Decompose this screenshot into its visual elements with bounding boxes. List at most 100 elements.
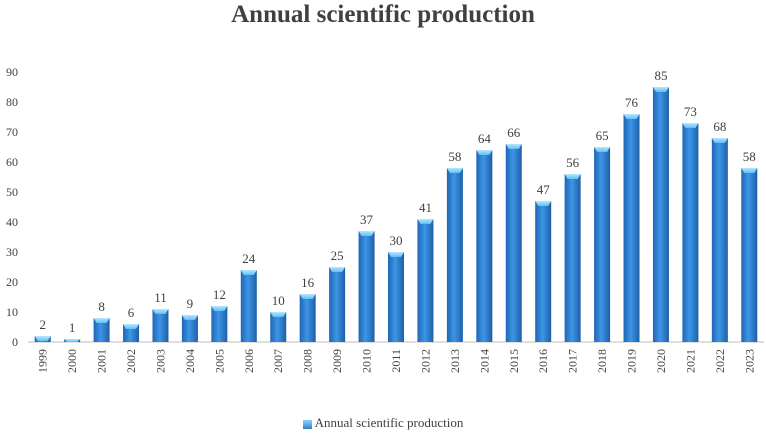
chart-title: Annual scientific production — [231, 1, 535, 28]
data-label: 8 — [98, 299, 105, 314]
data-label: 65 — [596, 128, 609, 143]
x-tick-label: 2011 — [389, 349, 403, 373]
x-tick-label: 1999 — [36, 349, 50, 373]
x-tick-label: 2023 — [742, 349, 756, 373]
data-label: 85 — [654, 68, 667, 83]
data-label: 37 — [360, 212, 374, 227]
y-tick-label: 80 — [6, 95, 18, 109]
bar — [417, 219, 434, 342]
y-tick-label: 10 — [6, 305, 18, 319]
y-tick-label: 60 — [6, 155, 18, 169]
bar — [93, 318, 110, 342]
bar-bevel — [152, 309, 169, 314]
bar-bevel — [123, 324, 140, 329]
x-tick-label: 2017 — [566, 349, 580, 373]
bar-bevel — [417, 219, 434, 224]
data-label: 11 — [154, 290, 167, 305]
bar-bevel — [564, 174, 581, 179]
bar — [652, 87, 669, 342]
data-label: 1 — [69, 320, 76, 335]
legend-swatch — [302, 419, 312, 429]
data-label: 30 — [390, 233, 403, 248]
bar — [741, 168, 758, 342]
bar — [594, 147, 611, 342]
data-label: 10 — [272, 293, 285, 308]
x-tick-label: 2005 — [212, 349, 226, 373]
bar-bevel — [388, 252, 404, 257]
bar-bevel — [299, 294, 316, 299]
bar-bevel — [34, 336, 51, 341]
data-label: 24 — [242, 251, 256, 266]
bar — [240, 270, 257, 342]
bar — [505, 144, 522, 342]
x-tick-label: 2009 — [330, 349, 344, 373]
x-tick-label: 2015 — [507, 349, 521, 373]
data-label: 9 — [187, 296, 194, 311]
x-tick-label: 2012 — [418, 349, 432, 373]
x-tick-label: 2006 — [242, 349, 256, 373]
bar-bevel — [476, 150, 493, 155]
bar — [623, 114, 640, 342]
bar-bevel — [711, 138, 728, 143]
data-label: 6 — [128, 305, 135, 320]
y-tick-label: 30 — [6, 245, 18, 259]
bar — [535, 201, 552, 342]
bar — [270, 312, 287, 342]
bar — [564, 174, 581, 342]
x-tick-label: 2022 — [713, 349, 727, 373]
data-label: 76 — [625, 95, 639, 110]
bar-bevel — [446, 168, 463, 173]
bar-bevel — [535, 201, 552, 206]
bar — [152, 309, 169, 342]
data-label: 41 — [419, 200, 432, 215]
data-label: 16 — [301, 275, 315, 290]
x-tick-label: 2013 — [448, 349, 462, 373]
bar-bevel — [270, 312, 287, 317]
x-tick-label: 2000 — [65, 349, 79, 373]
x-tick-label: 2008 — [301, 349, 315, 373]
y-tick-label: 20 — [6, 275, 18, 289]
legend: Annual scientific production — [0, 415, 766, 431]
legend-label: Annual scientific production — [314, 415, 464, 430]
bar-bevel — [181, 315, 198, 320]
bar-bevel — [741, 168, 758, 173]
y-tick-label: 90 — [6, 65, 18, 79]
data-label: 64 — [478, 131, 492, 146]
x-tick-label: 2021 — [683, 349, 697, 373]
bar — [329, 267, 346, 342]
x-tick-label: 2001 — [95, 349, 109, 373]
bar-bevel — [64, 339, 81, 342]
x-tick-label: 2016 — [536, 349, 550, 373]
y-tick-label: 40 — [6, 215, 18, 229]
bar — [476, 150, 493, 342]
data-label: 25 — [331, 248, 344, 263]
data-label: 73 — [684, 104, 697, 119]
bar-bevel — [358, 231, 375, 236]
bar — [211, 306, 228, 342]
bar — [358, 231, 375, 342]
bar — [388, 252, 404, 342]
bar-bevel — [329, 267, 346, 272]
bar — [711, 138, 728, 342]
y-tick-label: 50 — [6, 185, 18, 199]
x-tick-label: 2019 — [625, 349, 639, 373]
bar-bevel — [93, 318, 110, 323]
bar-bevel — [594, 147, 611, 152]
data-label: 47 — [537, 182, 551, 197]
x-tick-label: 2018 — [595, 349, 609, 373]
bar — [181, 315, 198, 342]
bar-bevel — [652, 87, 669, 92]
bar — [446, 168, 463, 342]
data-label: 56 — [566, 155, 580, 170]
data-label: 66 — [507, 125, 521, 140]
x-tick-label: 2014 — [477, 349, 491, 373]
data-label: 2 — [39, 317, 46, 332]
bar-bevel — [240, 270, 257, 275]
x-tick-label: 2020 — [654, 349, 668, 373]
bar-bevel — [211, 306, 228, 311]
bar — [299, 294, 316, 342]
data-label: 68 — [713, 119, 726, 134]
x-tick-label: 2010 — [360, 349, 374, 373]
x-tick-label: 2004 — [183, 349, 197, 373]
